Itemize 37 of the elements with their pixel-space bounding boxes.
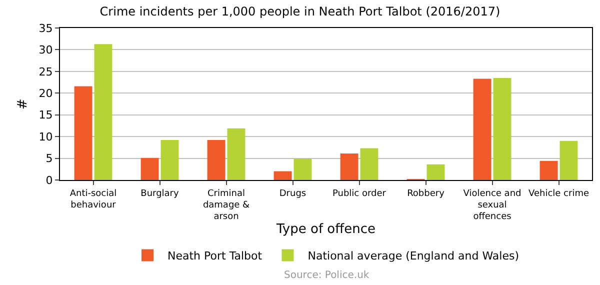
y-tick-label: 10 [38,130,53,144]
bar [227,128,246,180]
x-tick-label: Criminal damage & arson [202,188,250,222]
y-tick-label: 0 [46,174,53,187]
x-tick-label: Robbery [407,188,446,199]
x-tick-label: Vehicle crime [528,188,590,199]
bar [160,140,179,180]
x-tick-label: Anti-social behaviour [70,188,117,210]
bar [540,160,558,180]
x-tick-label: Public order [332,188,386,199]
y-tick-label: 35 [38,22,53,35]
chart-title: Crime incidents per 1,000 people in Neath Port Talbot (2016/2017) [100,4,500,19]
y-tick-label: 5 [46,152,53,166]
bar [294,158,312,180]
bar [426,164,445,180]
y-tick-label: 25 [38,65,53,78]
bar [493,78,512,180]
x-tick-label: Violence and sexual offences [463,188,522,222]
y-tick-label: 20 [38,86,53,100]
bar [94,44,112,180]
bar [560,140,578,180]
source-note: Source: Police.uk [284,270,370,281]
bar [207,140,226,180]
x-tick-label: Drugs [279,188,306,199]
bar [274,171,292,180]
legend-label: National average (England and Wales) [308,250,519,263]
bar [473,78,492,180]
x-axis-title: Type of offence [276,222,376,237]
bar [340,154,358,180]
legend-label: Neath Port Talbot [168,250,263,263]
bar [74,86,92,180]
x-tick-label: Burglary [140,188,180,199]
bar [360,148,378,180]
bar [140,158,159,180]
y-tick-label: 15 [38,108,53,122]
y-axis-title: # [16,98,31,110]
y-tick-label: 30 [38,44,53,57]
